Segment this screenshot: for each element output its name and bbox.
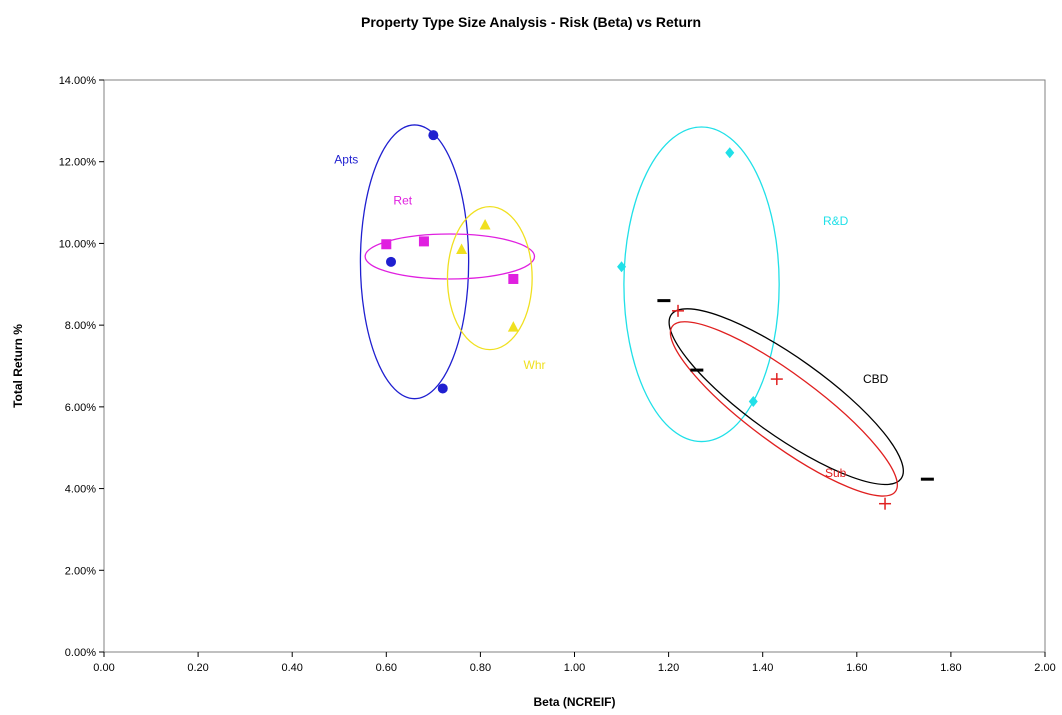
x-tick-label: 1.20 xyxy=(658,662,679,674)
y-tick-label: 2.00% xyxy=(65,565,96,577)
whr-point xyxy=(456,243,468,255)
x-tick-label: 2.00 xyxy=(1034,662,1055,674)
ret-point xyxy=(508,273,519,284)
axes: 0.00 0.20 0.40 0.60 0.80 1.00 1.20 1.40 1.60 1.80… xyxy=(59,75,1056,674)
group-labels: Apts Ret Whr R&D CBD Sub xyxy=(334,153,888,480)
x-tick-label: 0.00 xyxy=(93,662,114,674)
whr-point xyxy=(479,219,491,230)
chart-title: Property Type Size Analysis - Risk (Beta… xyxy=(361,14,701,30)
x-tick-label: 0.80 xyxy=(470,662,491,674)
cbd-point xyxy=(690,368,704,372)
x-tick-label: 0.60 xyxy=(376,662,397,674)
apts-label: Apts xyxy=(334,153,358,167)
x-tick-label: 1.40 xyxy=(752,662,773,674)
x-tick-label: 0.40 xyxy=(281,662,302,674)
x-tick-label: 0.20 xyxy=(187,662,208,674)
y-tick-label: 6.00% xyxy=(65,402,96,414)
r-d-ellipse xyxy=(623,126,780,443)
y-tick-label: 10.00% xyxy=(59,238,97,250)
sub-point xyxy=(879,497,892,510)
sub-point xyxy=(672,304,685,317)
whr-label: Whr xyxy=(524,358,546,372)
x-tick-label: 1.00 xyxy=(564,662,585,674)
data-points xyxy=(381,130,934,510)
apts-ellipse xyxy=(359,124,470,400)
apts-point xyxy=(428,130,439,141)
y-axis-title: Total Return % xyxy=(11,324,25,408)
sub-ellipse xyxy=(669,321,898,497)
whr-ellipse xyxy=(446,206,533,351)
cbd-label: CBD xyxy=(863,372,889,386)
plot-border xyxy=(103,79,1046,653)
sub-point xyxy=(770,373,783,386)
ret-ellipse xyxy=(364,233,536,280)
x-axis-title: Beta (NCREIF) xyxy=(533,695,615,709)
whr-point xyxy=(507,321,519,332)
y-tick-label: 8.00% xyxy=(65,320,96,332)
y-tick-label: 12.00% xyxy=(59,157,97,169)
plot-area xyxy=(103,79,1046,653)
y-tick-label: 0.00% xyxy=(65,647,96,659)
apts-point xyxy=(437,383,448,394)
ret-point xyxy=(381,239,392,250)
x-tick-label: 1.80 xyxy=(940,662,961,674)
r-d-point xyxy=(725,147,735,159)
cbd-point xyxy=(920,477,934,481)
cbd-point xyxy=(657,299,671,303)
r-d-point xyxy=(617,261,627,273)
r-d-label: R&D xyxy=(823,214,849,228)
x-tick-label: 1.60 xyxy=(846,662,867,674)
r-d-point xyxy=(748,396,758,408)
cbd-ellipse xyxy=(668,308,904,486)
y-tick-label: 4.00% xyxy=(65,484,96,496)
group-ellipses xyxy=(359,124,904,497)
sub-label: Sub xyxy=(825,466,847,480)
ret-point xyxy=(418,236,429,247)
apts-point xyxy=(386,256,397,267)
y-tick-label: 14.00% xyxy=(59,75,97,87)
ret-label: Ret xyxy=(393,194,412,208)
